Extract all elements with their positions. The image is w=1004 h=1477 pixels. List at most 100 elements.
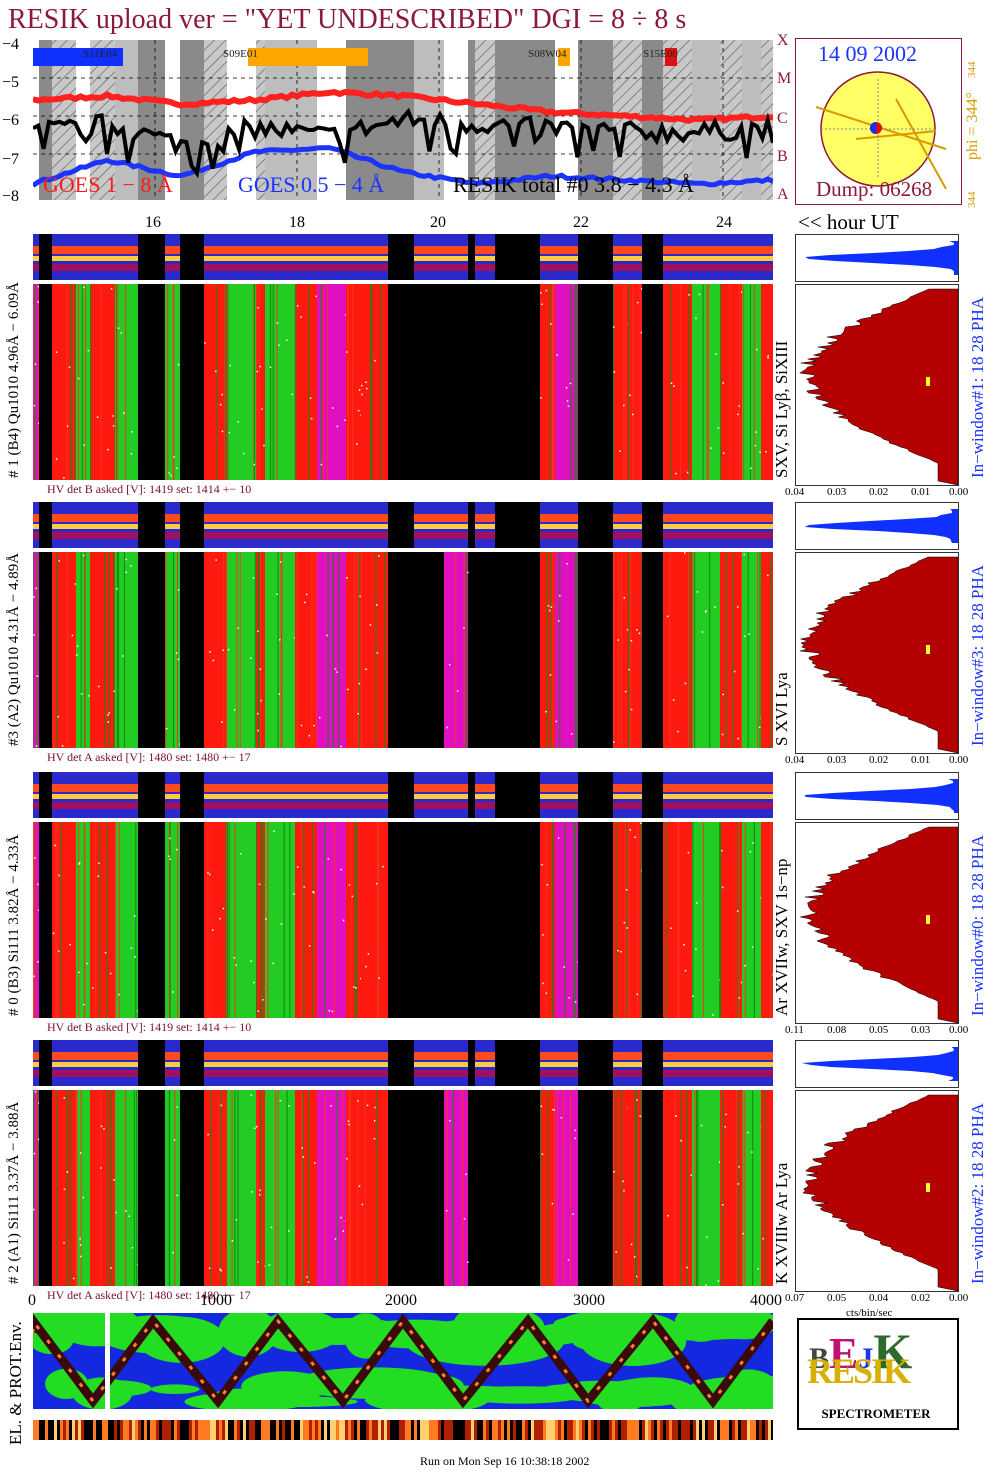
- profile-tick: 0.02: [869, 754, 889, 766]
- header-band: [346, 524, 361, 529]
- header-band: [256, 246, 265, 254]
- strip-cell: [651, 1420, 654, 1440]
- header-band: [204, 1052, 227, 1060]
- noise-pixel: [272, 962, 274, 965]
- noise-pixel: [619, 450, 621, 452]
- goes-ytick: −4: [2, 36, 20, 53]
- header-band: [555, 514, 578, 522]
- observation-band: [39, 40, 52, 200]
- noise-pixel: [35, 587, 37, 590]
- noise-pixel: [351, 895, 354, 898]
- strip-cell: [609, 1420, 612, 1440]
- strip-cell: [450, 1420, 453, 1440]
- header-band: [742, 532, 761, 539]
- noise-pixel: [308, 734, 311, 737]
- pha-histogram: [795, 502, 959, 550]
- spectrum-profile-chart: [799, 556, 959, 754]
- header-column: [642, 1040, 663, 1086]
- noise-pixel: [320, 463, 323, 466]
- strip-cell: [534, 1420, 537, 1440]
- strip-cell: [348, 1420, 351, 1440]
- header-band: [265, 802, 295, 809]
- profile-tick: 0.01: [911, 754, 931, 766]
- spectrogram-column: [33, 284, 39, 480]
- header-band: [540, 246, 555, 254]
- noise-pixel: [563, 966, 566, 968]
- noise-pixel: [80, 693, 83, 695]
- noise-pixel: [250, 960, 252, 962]
- spectrogram-column: [511, 552, 540, 748]
- header-band: [256, 256, 265, 261]
- spectrogram: [33, 822, 773, 1018]
- header-band: [227, 256, 256, 261]
- spectrogram-column: [628, 552, 642, 748]
- header-band: [76, 264, 90, 271]
- header-band: [540, 524, 555, 529]
- strip-cell: [105, 1420, 108, 1440]
- strip-cell: [543, 1420, 546, 1440]
- noise-pixel: [176, 1194, 178, 1197]
- header-band: [414, 514, 444, 522]
- header-band: [256, 1052, 265, 1060]
- noise-pixel: [83, 444, 86, 446]
- strip-cell: [276, 1420, 279, 1440]
- header-band: [52, 256, 76, 261]
- header-column: [578, 772, 597, 818]
- noise-pixel: [613, 326, 615, 328]
- header-band: [33, 246, 39, 254]
- header-band: [414, 264, 444, 271]
- header-column: [642, 234, 663, 280]
- strip-cell: [108, 1420, 111, 1440]
- noise-pixel: [670, 927, 672, 929]
- noise-pixel: [683, 552, 686, 554]
- header-band: [613, 246, 628, 254]
- noise-pixel: [165, 727, 168, 730]
- env-particle-zone: [33, 1313, 116, 1341]
- spectrum-header-strip: [33, 772, 773, 818]
- header-band: [628, 1062, 642, 1067]
- strip-cell: [252, 1420, 255, 1440]
- strip-cell: [657, 1420, 660, 1440]
- spectrogram-column: [138, 822, 165, 1018]
- strip-cell: [759, 1420, 762, 1440]
- noise-pixel: [63, 1097, 66, 1099]
- noise-pixel: [686, 471, 689, 474]
- strip-cell: [369, 1420, 372, 1440]
- header-band: [613, 524, 628, 529]
- header-band: [628, 246, 642, 254]
- strip-cell: [597, 1420, 600, 1440]
- header-column: [397, 234, 414, 280]
- noise-pixel: [293, 893, 295, 895]
- noise-pixel: [97, 875, 100, 878]
- noise-pixel: [640, 822, 642, 825]
- noise-pixel: [666, 615, 669, 618]
- noise-pixel: [340, 1216, 342, 1219]
- header-band: [475, 532, 495, 539]
- noise-pixel: [724, 1126, 726, 1128]
- noise-pixel: [37, 1138, 40, 1141]
- env-label: EL. & PROT.Env.: [6, 1321, 25, 1445]
- noise-pixel: [172, 991, 174, 993]
- noise-pixel: [36, 675, 39, 677]
- noise-pixel: [613, 1171, 615, 1173]
- header-band: [295, 802, 317, 809]
- spectrogram-column: [346, 284, 361, 480]
- noise-pixel: [260, 699, 262, 702]
- header-band: [692, 1070, 720, 1077]
- strip-cell: [351, 1420, 354, 1440]
- strip-cell: [588, 1420, 591, 1440]
- header-band: [361, 246, 388, 254]
- noise-pixel: [172, 1251, 174, 1254]
- strip-cell: [606, 1420, 609, 1440]
- header-band: [115, 802, 138, 809]
- header-band: [761, 1070, 773, 1077]
- noise-pixel: [38, 1102, 40, 1104]
- strip-cell: [381, 1420, 384, 1440]
- header-band: [317, 802, 346, 809]
- spectrogram-column: [555, 284, 578, 480]
- observation-band: [295, 40, 317, 200]
- strip-cell: [633, 1420, 636, 1440]
- noise-pixel: [365, 965, 367, 968]
- noise-pixel: [72, 1277, 75, 1280]
- noise-pixel: [382, 865, 384, 868]
